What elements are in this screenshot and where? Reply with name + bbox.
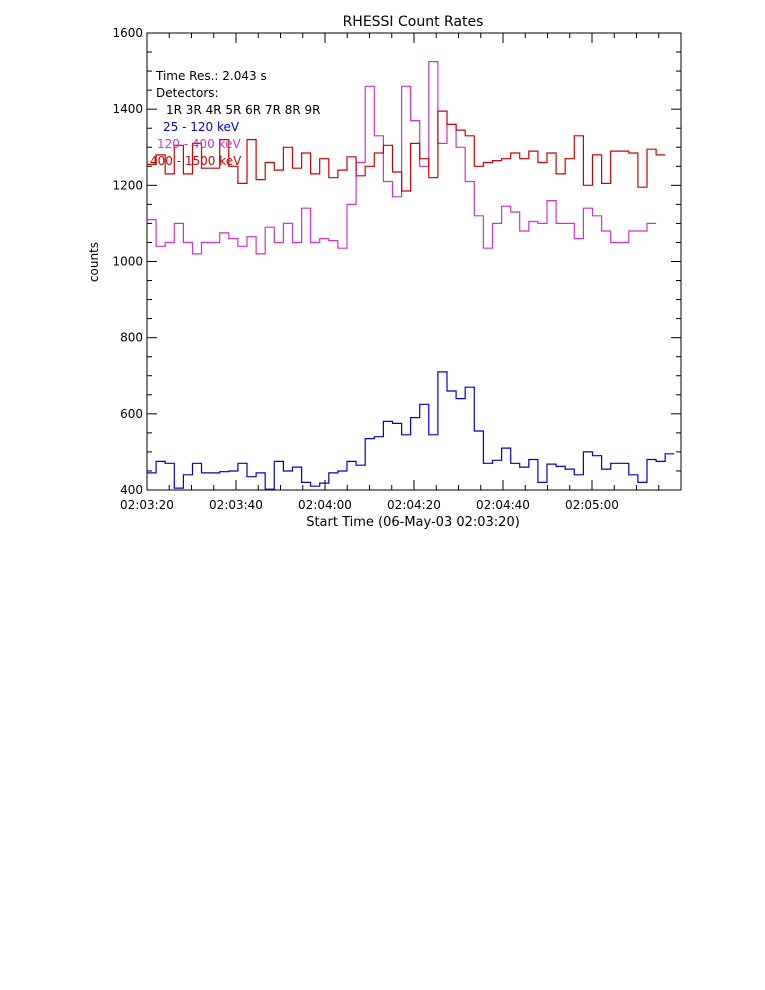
x-tick-label: 02:04:20 (387, 498, 441, 512)
legend: Time Res.: 2.043 s Detectors: 1R 3R 4R 5… (150, 69, 320, 168)
x-tick-label: 02:03:20 (120, 498, 174, 512)
x-tick-label: 02:04:00 (298, 498, 352, 512)
legend-entry-400-1500: 400 - 1500 keV (150, 154, 242, 168)
y-tick-label-1600: 1600 (112, 26, 143, 40)
y-axis: 400 600 800 1000 1200 1400 1600 (112, 26, 681, 497)
x-tick-label: 02:05:00 (565, 498, 619, 512)
time-resolution-label: Time Res.: 2.043 s (155, 69, 267, 83)
y-tick-label-800: 800 (120, 331, 143, 345)
x-axis-label: Start Time (06-May-03 02:03:20) (306, 515, 520, 530)
y-axis-label: counts (87, 242, 101, 282)
y-tick-label-600: 600 (120, 407, 143, 421)
series-line-2 (147, 110, 666, 192)
x-tick-label: 02:03:40 (209, 498, 263, 512)
y-tick-label-400: 400 (120, 483, 143, 497)
legend-entry-25-120: 25 - 120 keV (163, 120, 240, 134)
series-line-1 (147, 61, 657, 255)
y-tick-label-1000: 1000 (112, 255, 143, 269)
x-tick-label: 02:04:40 (476, 498, 530, 512)
y-tick-label-1400: 1400 (112, 102, 143, 116)
chart-title: RHESSI Count Rates (343, 14, 484, 30)
detectors-list: 1R 3R 4R 5R 6R 7R 8R 9R (166, 103, 320, 117)
legend-entry-120-400: 120 - 400 keV (157, 137, 241, 151)
series-line-0 (147, 371, 675, 490)
y-tick-label-1200: 1200 (112, 178, 143, 192)
detectors-label: Detectors: (156, 86, 219, 100)
series-layer (147, 61, 675, 490)
x-axis: 02:03:20 02:03:40 02:04:00 02:04:20 02:04:40… (120, 33, 660, 512)
